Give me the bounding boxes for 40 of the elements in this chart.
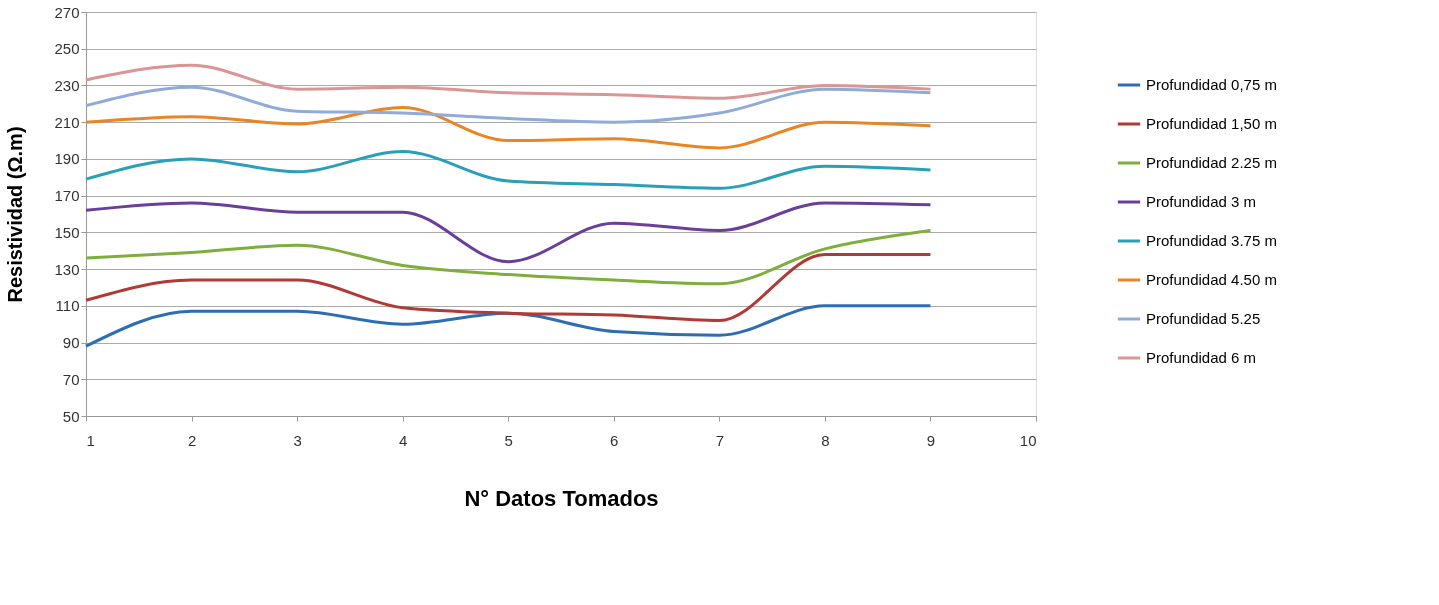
x-axis-title: N° Datos Tomados — [464, 485, 659, 511]
y-tick-label: 190 — [54, 150, 80, 168]
y-tick-label: 250 — [54, 40, 80, 58]
line-series — [84, 304, 932, 348]
x-tick-label: 1 — [86, 431, 95, 449]
legend-label: Profundidad 1,50 m — [1146, 115, 1277, 132]
x-tick-label: 2 — [187, 431, 197, 449]
y-axis-title: Resistividad (Ω.m) — [4, 126, 27, 303]
y-tick-label: 70 — [62, 370, 80, 388]
legend-label: Profundidad 3 m — [1146, 193, 1257, 210]
legend-label: Profundidad 2.25 m — [1146, 154, 1277, 171]
line-series — [84, 201, 932, 264]
x-tick-label: 9 — [926, 431, 936, 449]
line-series — [84, 150, 932, 190]
x-tick-label: 8 — [821, 431, 830, 449]
x-tick-label: 10 — [1019, 431, 1037, 449]
line-series — [84, 105, 932, 150]
y-tick-label: 150 — [54, 223, 80, 241]
legend-label: Profundidad 3.75 m — [1146, 232, 1277, 249]
line-series — [84, 63, 932, 100]
legend-label: Profundidad 5.25 — [1146, 310, 1261, 327]
legend-label: Profundidad 4.50 m — [1146, 271, 1277, 288]
y-tick-label: 90 — [62, 334, 80, 352]
legend-label: Profundidad 0,75 m — [1146, 76, 1277, 93]
legend-label: Profundidad 6 m — [1146, 349, 1257, 366]
line-series — [84, 85, 932, 124]
y-tick-label: 210 — [54, 113, 80, 131]
y-tick-label: 130 — [54, 260, 80, 278]
x-tick-label: 4 — [398, 431, 408, 449]
y-tick-label: 230 — [54, 76, 80, 94]
line-series — [84, 252, 932, 323]
y-tick-label: 50 — [62, 407, 80, 425]
y-tick-label: 110 — [55, 297, 80, 315]
line-series — [84, 229, 932, 286]
x-tick-label: 5 — [504, 431, 513, 449]
x-tick-label: 6 — [610, 431, 619, 449]
x-tick-label: 7 — [715, 431, 725, 449]
x-tick-label: 3 — [293, 431, 302, 449]
y-tick-label: 170 — [54, 187, 80, 205]
y-tick-label: 270 — [54, 3, 80, 21]
